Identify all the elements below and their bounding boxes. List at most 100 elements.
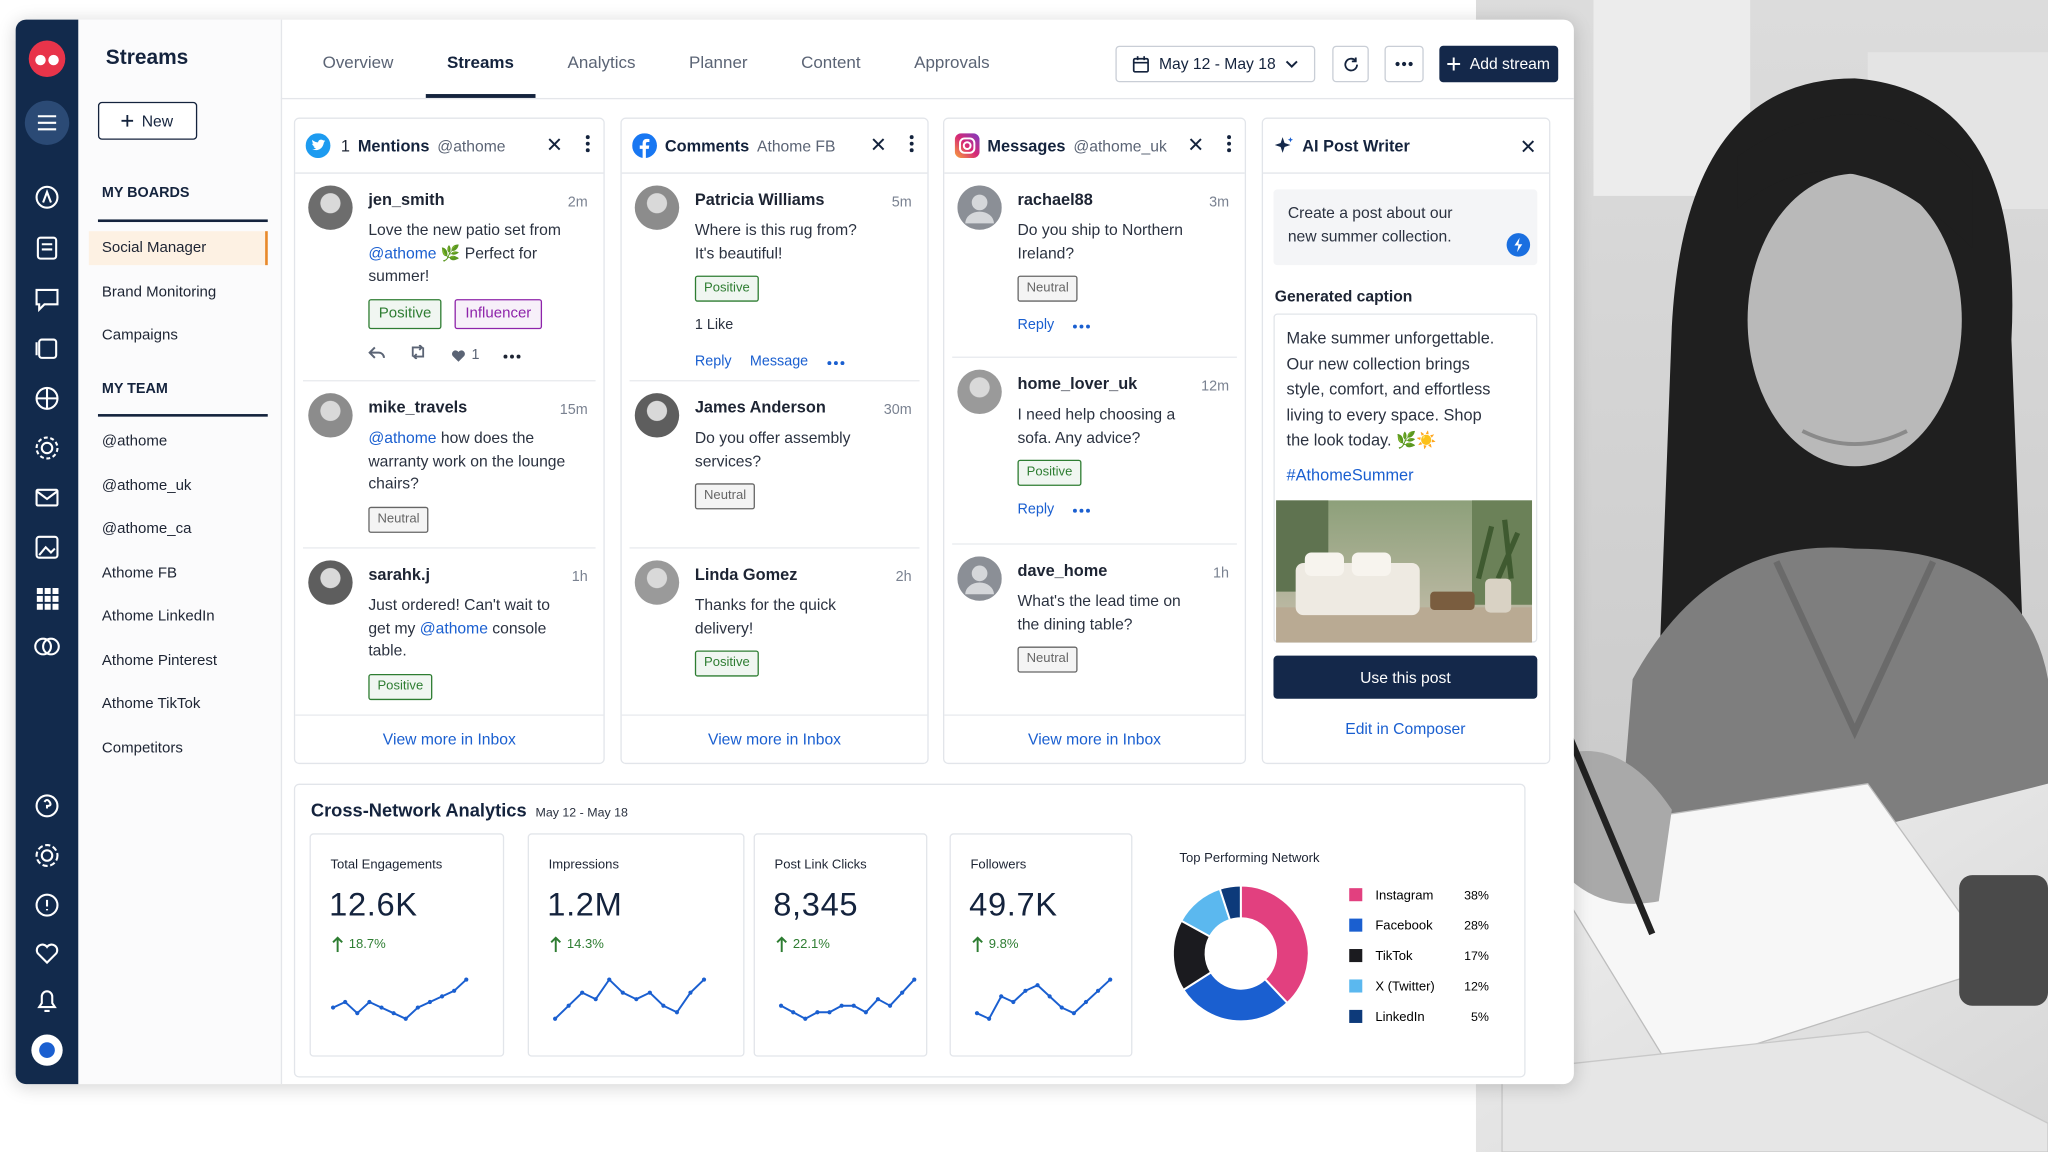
- edit-composer-link[interactable]: Edit in Composer: [1345, 719, 1466, 738]
- refresh-button[interactable]: [1332, 45, 1369, 83]
- kpi-value: 49.7K: [969, 886, 1058, 924]
- close-icon[interactable]: [1520, 138, 1536, 154]
- sparkline-point: [1059, 1005, 1064, 1010]
- team-item[interactable]: Competitors: [101, 739, 183, 756]
- kpi-change-value: 18.7%: [348, 937, 386, 952]
- menu-icon[interactable]: [909, 135, 914, 153]
- prompt-text: Create a post about our new summer colle…: [1287, 203, 1453, 246]
- sentiment-tag: Neutral: [694, 483, 756, 510]
- analytics-title: Cross-Network Analytics: [310, 799, 527, 821]
- board-item[interactable]: Social Manager: [88, 231, 268, 266]
- more-actions[interactable]: [826, 351, 845, 374]
- team-item[interactable]: Athome FB: [101, 564, 178, 581]
- team-item[interactable]: @athome: [101, 433, 168, 450]
- sparkline-point: [439, 994, 445, 999]
- message-text: I need help choosing a sofa. Any advice?: [1017, 404, 1187, 450]
- sparkline-point: [379, 1005, 384, 1010]
- message-text: Love the new patio set from @athome 🌿 Pe…: [368, 219, 567, 288]
- tab[interactable]: Overview: [322, 52, 394, 72]
- more-icon[interactable]: [503, 354, 521, 359]
- calendar-icon: [1133, 55, 1150, 73]
- column-title: Comments: [664, 136, 750, 155]
- reply-icon[interactable]: [368, 345, 385, 368]
- team-item[interactable]: @athome_uk: [101, 477, 192, 494]
- team-item[interactable]: Athome TikTok: [101, 696, 201, 712]
- team-item[interactable]: @athome_ca: [101, 521, 192, 537]
- sparkline-point: [1071, 1011, 1076, 1016]
- sentiment-tag: Neutral: [1017, 646, 1078, 673]
- column-header: Messages @athome_uk: [944, 119, 1245, 174]
- timestamp: 12m: [1201, 378, 1230, 395]
- date-picker[interactable]: May 12 - May 18: [1115, 45, 1316, 83]
- sparkline-point: [912, 977, 917, 982]
- sparkline-point: [620, 990, 625, 995]
- sparkline-point: [887, 1003, 893, 1008]
- more-icon[interactable]: [826, 360, 845, 365]
- sparkline-point: [634, 997, 639, 1002]
- twitter-icon: [305, 133, 331, 159]
- column-controls: [1189, 135, 1232, 153]
- stream-column: 1 Mentions @athome jen_smith 2m Love the new …: [293, 117, 605, 765]
- new-button[interactable]: New: [97, 101, 198, 140]
- menu-icon[interactable]: [1226, 135, 1232, 153]
- more-button[interactable]: [1384, 45, 1424, 83]
- generate-icon[interactable]: [1506, 232, 1531, 257]
- view-more-link[interactable]: View more in Inbox: [621, 714, 928, 762]
- sparkline-point: [343, 999, 348, 1005]
- sparkle-icon: [1274, 136, 1294, 153]
- tab[interactable]: Streams: [426, 52, 535, 98]
- close-icon[interactable]: [1189, 136, 1203, 150]
- message-text: Where is this rug from? It's beautiful!: [695, 219, 862, 265]
- more-actions[interactable]: [1072, 315, 1091, 338]
- legend-swatch: [1349, 888, 1363, 902]
- tags: Positive: [1017, 459, 1187, 486]
- sparkline-point: [661, 1003, 666, 1008]
- kpi-value: 1.2M: [547, 886, 623, 924]
- close-icon[interactable]: [871, 136, 885, 150]
- sparkline-point: [607, 977, 612, 982]
- add-stream-button[interactable]: Add stream: [1439, 45, 1559, 83]
- view-more-link[interactable]: View more in Inbox: [944, 714, 1245, 762]
- menu-icon[interactable]: [585, 135, 590, 153]
- action-link[interactable]: Reply: [1017, 317, 1055, 334]
- tab[interactable]: Approvals: [914, 52, 990, 72]
- message-text: Thanks for the quick delivery!: [695, 594, 862, 640]
- board-item[interactable]: Brand Monitoring: [101, 284, 217, 300]
- more-icon[interactable]: [1072, 324, 1091, 329]
- more-icon[interactable]: [1072, 508, 1091, 513]
- sparkline-point: [1011, 999, 1016, 1005]
- action-link[interactable]: Reply: [694, 353, 732, 369]
- like-button[interactable]: 1: [451, 345, 480, 368]
- like-count: 1: [471, 347, 480, 364]
- sidebar-title: Streams: [105, 47, 189, 70]
- action-link[interactable]: Message: [749, 353, 809, 369]
- action-link[interactable]: Reply: [1017, 501, 1055, 518]
- board-item[interactable]: Campaigns: [101, 327, 178, 344]
- date-range: May 12 - May 18: [1158, 54, 1276, 74]
- stream-item: mike_travels 15m @athome how does the warr…: [303, 380, 596, 549]
- tab[interactable]: Analytics: [567, 52, 636, 72]
- sparkline-point: [464, 977, 469, 982]
- tags: Positive: [694, 275, 862, 302]
- team-item[interactable]: Athome Pinterest: [101, 652, 218, 669]
- prompt-box[interactable]: Create a post about our new summer colle…: [1273, 189, 1538, 266]
- mention: @athome: [419, 618, 488, 637]
- default-avatar: [957, 556, 1002, 601]
- column-title: Mentions: [357, 136, 430, 155]
- close-icon[interactable]: [547, 136, 561, 150]
- avatar: [957, 369, 1002, 415]
- more-actions[interactable]: [1072, 499, 1091, 522]
- sparkline-point: [355, 1011, 360, 1016]
- use-post-button[interactable]: Use this post: [1273, 655, 1538, 699]
- team-item[interactable]: Athome LinkedIn: [101, 608, 215, 625]
- retweet-icon[interactable]: [409, 344, 427, 368]
- tags: Positive: [368, 673, 567, 700]
- action-row: Reply: [1017, 315, 1187, 338]
- stream-item: rachael88 3m Do you ship to Northern Irela…: [952, 172, 1237, 358]
- tab[interactable]: Content: [801, 52, 861, 72]
- sparkline-point: [427, 999, 433, 1005]
- view-more-link[interactable]: View more in Inbox: [295, 714, 604, 762]
- secondary-sidebar: [78, 19, 283, 1085]
- tab[interactable]: Planner: [689, 52, 748, 72]
- more-actions[interactable]: [503, 345, 521, 368]
